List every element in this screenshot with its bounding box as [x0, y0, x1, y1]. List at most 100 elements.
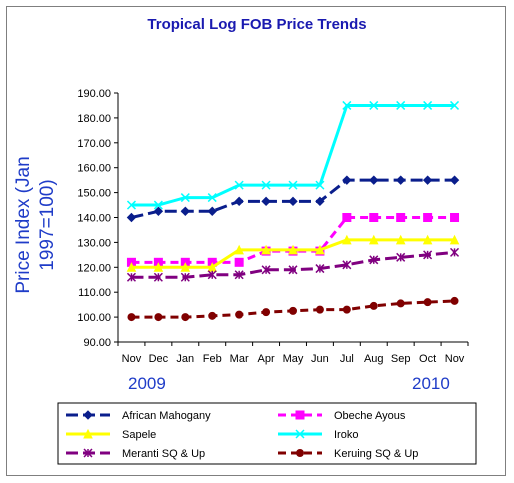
x-tick-label: Nov: [445, 353, 465, 365]
data-point: [342, 175, 352, 185]
year-label-2009: 2009: [128, 374, 166, 393]
legend-item-sapele: Sapele: [66, 428, 156, 441]
data-point: [289, 306, 297, 315]
data-point: [315, 244, 325, 255]
data-point: [315, 180, 325, 190]
data-point: [315, 196, 325, 207]
data-point: [369, 213, 379, 222]
legend-marker: [296, 449, 304, 457]
data-point: [423, 100, 433, 110]
x-tick-label: May: [283, 353, 304, 365]
data-point: [450, 296, 459, 305]
data-point: [369, 255, 379, 265]
data-point: [369, 301, 378, 310]
data-point: [396, 252, 406, 262]
x-tick-label: Feb: [203, 353, 222, 365]
legend: [57, 402, 477, 465]
data-point: [369, 100, 379, 110]
legend-label: African Mahogany: [122, 410, 211, 422]
data-point: [126, 262, 137, 272]
chart-title: Tropical Log FOB Price Trends: [147, 16, 367, 33]
data-point: [342, 260, 352, 270]
data-point: [422, 234, 433, 245]
data-point: [423, 298, 432, 307]
x-tick-label: Mar: [230, 353, 249, 365]
data-point: [207, 206, 217, 216]
x-tick-label: Dec: [149, 353, 169, 365]
legend-label: Obeche Ayous: [334, 410, 406, 422]
data-point: [261, 196, 271, 207]
data-point: [396, 213, 406, 222]
data-point: [396, 100, 406, 110]
data-point: [288, 244, 298, 255]
data-point: [127, 313, 136, 322]
series-iroko: [126, 100, 460, 210]
data-point: [153, 200, 163, 210]
data-point: [449, 234, 460, 245]
data-point: [153, 206, 164, 216]
y-tick-label: 190.00: [77, 88, 111, 100]
y-tick-label: 140.00: [77, 213, 111, 225]
data-point: [208, 311, 217, 320]
data-point: [315, 305, 324, 314]
data-point: [262, 308, 271, 317]
series-sapele: [126, 234, 460, 272]
y-tick-label: 170.00: [77, 138, 111, 150]
y-tick-label: 130.00: [77, 237, 111, 249]
data-point: [395, 175, 406, 185]
data-point: [153, 262, 164, 272]
y-tick-label: 180.00: [77, 113, 111, 125]
data-point: [261, 244, 271, 255]
data-point: [342, 234, 352, 245]
data-point: [207, 193, 217, 203]
legend-item-iroko: Iroko: [278, 429, 358, 441]
legend-label: Iroko: [334, 429, 358, 441]
data-point: [180, 262, 191, 272]
data-point: [449, 175, 460, 185]
data-point: [342, 100, 352, 110]
y-tick-label: 120.00: [77, 262, 111, 274]
data-point: [288, 265, 298, 275]
data-point: [396, 299, 405, 308]
series-meranti-sq-up: [126, 247, 460, 282]
data-point: [315, 264, 325, 274]
x-tick-label: Jan: [176, 353, 194, 365]
legend-marker: [83, 448, 93, 458]
data-point: [261, 265, 271, 275]
legend-item-keruing-sq-up: Keruing SQ & Up: [278, 448, 418, 460]
data-point: [181, 313, 190, 322]
legend-label: Keruing SQ & Up: [334, 448, 418, 460]
data-point: [422, 175, 433, 185]
legend-marker: [83, 410, 93, 420]
x-tick-label: Aug: [364, 353, 384, 365]
x-tick-label: Oct: [419, 353, 436, 365]
legend-item-obeche-ayous: Obeche Ayous: [278, 410, 406, 422]
data-point: [450, 213, 460, 222]
data-point: [450, 247, 460, 257]
data-point: [207, 270, 217, 280]
data-point: [288, 180, 298, 190]
data-point: [395, 234, 406, 245]
data-point: [153, 272, 163, 282]
data-point: [234, 270, 244, 280]
legend-label: Sapele: [122, 429, 156, 441]
data-point: [234, 180, 244, 190]
legend-marker: [295, 410, 305, 420]
data-point: [261, 180, 271, 190]
data-point: [154, 313, 163, 322]
y-tick-label: 90.00: [83, 337, 111, 349]
data-point: [450, 100, 460, 110]
plot-area: [118, 93, 468, 342]
y-tick-label: 160.00: [77, 163, 111, 175]
data-point: [234, 257, 244, 267]
legend-item-meranti-sq-up: Meranti SQ & Up: [66, 448, 205, 460]
data-point: [234, 244, 244, 255]
data-point: [423, 213, 433, 222]
data-point: [342, 213, 352, 222]
data-point: [126, 212, 137, 223]
data-point: [180, 272, 190, 282]
data-point: [180, 193, 190, 203]
legend-marker: [295, 429, 305, 439]
x-tick-label: Apr: [258, 353, 275, 365]
legend-marker: [83, 428, 93, 439]
